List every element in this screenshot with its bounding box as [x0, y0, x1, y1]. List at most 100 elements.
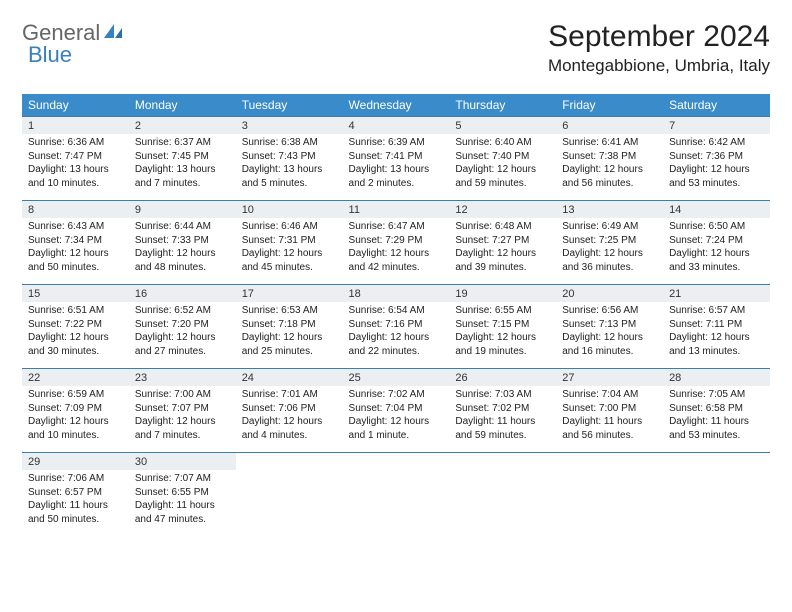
day-line: Sunrise: 7:01 AM [242, 388, 337, 402]
calendar-cell [663, 453, 770, 537]
day-detail: Sunrise: 6:39 AMSunset: 7:41 PMDaylight:… [343, 134, 450, 194]
day-line: Daylight: 12 hours and 53 minutes. [669, 163, 764, 190]
day-number: 24 [236, 369, 343, 386]
title-block: September 2024 Montegabbione, Umbria, It… [548, 20, 770, 76]
day-number: 8 [22, 201, 129, 218]
weekday-header: Wednesday [343, 94, 450, 117]
day-line: Sunset: 6:55 PM [135, 486, 230, 500]
day-detail: Sunrise: 6:38 AMSunset: 7:43 PMDaylight:… [236, 134, 343, 194]
day-number: 22 [22, 369, 129, 386]
day-detail: Sunrise: 6:49 AMSunset: 7:25 PMDaylight:… [556, 218, 663, 278]
header: General September 2024 Montegabbione, Um… [22, 20, 770, 76]
day-number: 7 [663, 117, 770, 134]
calendar-cell: 14Sunrise: 6:50 AMSunset: 7:24 PMDayligh… [663, 201, 770, 285]
day-line: Sunset: 7:43 PM [242, 150, 337, 164]
day-line: Sunrise: 7:06 AM [28, 472, 123, 486]
day-line: Sunset: 7:34 PM [28, 234, 123, 248]
calendar-cell: 9Sunrise: 6:44 AMSunset: 7:33 PMDaylight… [129, 201, 236, 285]
day-line: Daylight: 11 hours and 56 minutes. [562, 415, 657, 442]
day-line: Daylight: 11 hours and 59 minutes. [455, 415, 550, 442]
day-line: Sunrise: 6:42 AM [669, 136, 764, 150]
day-detail: Sunrise: 6:44 AMSunset: 7:33 PMDaylight:… [129, 218, 236, 278]
day-line: Sunset: 7:27 PM [455, 234, 550, 248]
day-detail: Sunrise: 6:42 AMSunset: 7:36 PMDaylight:… [663, 134, 770, 194]
day-line: Daylight: 12 hours and 27 minutes. [135, 331, 230, 358]
day-line: Sunrise: 6:54 AM [349, 304, 444, 318]
day-detail: Sunrise: 6:41 AMSunset: 7:38 PMDaylight:… [556, 134, 663, 194]
calendar-cell: 10Sunrise: 6:46 AMSunset: 7:31 PMDayligh… [236, 201, 343, 285]
weekday-header: Thursday [449, 94, 556, 117]
calendar-cell [556, 453, 663, 537]
weekday-header: Saturday [663, 94, 770, 117]
day-line: Sunrise: 6:53 AM [242, 304, 337, 318]
day-detail: Sunrise: 7:07 AMSunset: 6:55 PMDaylight:… [129, 470, 236, 530]
day-line: Sunset: 7:36 PM [669, 150, 764, 164]
day-detail: Sunrise: 6:48 AMSunset: 7:27 PMDaylight:… [449, 218, 556, 278]
day-line: Sunrise: 6:43 AM [28, 220, 123, 234]
calendar-row: 15Sunrise: 6:51 AMSunset: 7:22 PMDayligh… [22, 285, 770, 369]
day-number: 20 [556, 285, 663, 302]
day-detail: Sunrise: 6:47 AMSunset: 7:29 PMDaylight:… [343, 218, 450, 278]
calendar-cell: 4Sunrise: 6:39 AMSunset: 7:41 PMDaylight… [343, 117, 450, 201]
day-detail: Sunrise: 7:04 AMSunset: 7:00 PMDaylight:… [556, 386, 663, 446]
day-line: Sunset: 7:09 PM [28, 402, 123, 416]
day-number: 14 [663, 201, 770, 218]
day-number: 27 [556, 369, 663, 386]
weekday-header: Monday [129, 94, 236, 117]
day-number: 29 [22, 453, 129, 470]
day-line: Sunset: 7:06 PM [242, 402, 337, 416]
day-line: Sunset: 6:57 PM [28, 486, 123, 500]
day-line: Sunrise: 7:00 AM [135, 388, 230, 402]
day-line: Sunset: 7:16 PM [349, 318, 444, 332]
calendar-cell: 23Sunrise: 7:00 AMSunset: 7:07 PMDayligh… [129, 369, 236, 453]
day-line: Daylight: 11 hours and 47 minutes. [135, 499, 230, 526]
day-line: Daylight: 13 hours and 2 minutes. [349, 163, 444, 190]
calendar-cell: 2Sunrise: 6:37 AMSunset: 7:45 PMDaylight… [129, 117, 236, 201]
day-number: 9 [129, 201, 236, 218]
day-line: Sunset: 7:33 PM [135, 234, 230, 248]
calendar-cell: 29 Sunrise: 7:06 AMSunset: 6:57 PMDayligh… [22, 453, 129, 537]
calendar-cell: 28Sunrise: 7:05 AMSunset: 6:58 PMDayligh… [663, 369, 770, 453]
day-line: Sunset: 7:38 PM [562, 150, 657, 164]
day-detail: Sunrise: 6:46 AMSunset: 7:31 PMDaylight:… [236, 218, 343, 278]
day-number: 19 [449, 285, 556, 302]
calendar-cell: 3Sunrise: 6:38 AMSunset: 7:43 PMDaylight… [236, 117, 343, 201]
calendar-cell: 30Sunrise: 7:07 AMSunset: 6:55 PMDayligh… [129, 453, 236, 537]
day-line: Sunset: 7:29 PM [349, 234, 444, 248]
day-line: Daylight: 12 hours and 56 minutes. [562, 163, 657, 190]
calendar-cell: 7Sunrise: 6:42 AMSunset: 7:36 PMDaylight… [663, 117, 770, 201]
day-line: Sunset: 7:02 PM [455, 402, 550, 416]
day-line: Daylight: 12 hours and 42 minutes. [349, 247, 444, 274]
weekday-header: Tuesday [236, 94, 343, 117]
calendar-row: 1Sunrise: 6:36 AMSunset: 7:47 PMDaylight… [22, 117, 770, 201]
day-number: 26 [449, 369, 556, 386]
day-line: Daylight: 12 hours and 19 minutes. [455, 331, 550, 358]
day-line: Daylight: 13 hours and 5 minutes. [242, 163, 337, 190]
day-line: Sunrise: 6:50 AM [669, 220, 764, 234]
calendar-cell: 11Sunrise: 6:47 AMSunset: 7:29 PMDayligh… [343, 201, 450, 285]
day-detail: Sunrise: 7:03 AMSunset: 7:02 PMDaylight:… [449, 386, 556, 446]
day-line: Sunset: 7:00 PM [562, 402, 657, 416]
calendar-cell: 5Sunrise: 6:40 AMSunset: 7:40 PMDaylight… [449, 117, 556, 201]
calendar-table: SundayMondayTuesdayWednesdayThursdayFrid… [22, 94, 770, 537]
day-number: 12 [449, 201, 556, 218]
day-line: Sunset: 7:41 PM [349, 150, 444, 164]
day-line: Daylight: 11 hours and 50 minutes. [28, 499, 123, 526]
day-line: Sunrise: 7:07 AM [135, 472, 230, 486]
day-line: Sunrise: 6:38 AM [242, 136, 337, 150]
day-line: Sunset: 7:15 PM [455, 318, 550, 332]
day-detail: Sunrise: 6:53 AMSunset: 7:18 PMDaylight:… [236, 302, 343, 362]
day-line: Daylight: 12 hours and 30 minutes. [28, 331, 123, 358]
calendar-cell: 8Sunrise: 6:43 AMSunset: 7:34 PMDaylight… [22, 201, 129, 285]
day-line: Sunrise: 6:59 AM [28, 388, 123, 402]
day-line: Sunrise: 6:44 AM [135, 220, 230, 234]
day-detail: Sunrise: 7:01 AMSunset: 7:06 PMDaylight:… [236, 386, 343, 446]
day-detail: Sunrise: 6:52 AMSunset: 7:20 PMDaylight:… [129, 302, 236, 362]
day-line: Daylight: 12 hours and 36 minutes. [562, 247, 657, 274]
day-line: Daylight: 11 hours and 53 minutes. [669, 415, 764, 442]
day-detail: Sunrise: 6:40 AMSunset: 7:40 PMDaylight:… [449, 134, 556, 194]
calendar-cell: 19Sunrise: 6:55 AMSunset: 7:15 PMDayligh… [449, 285, 556, 369]
calendar-cell [449, 453, 556, 537]
calendar-cell: 13Sunrise: 6:49 AMSunset: 7:25 PMDayligh… [556, 201, 663, 285]
day-line: Sunrise: 6:36 AM [28, 136, 123, 150]
